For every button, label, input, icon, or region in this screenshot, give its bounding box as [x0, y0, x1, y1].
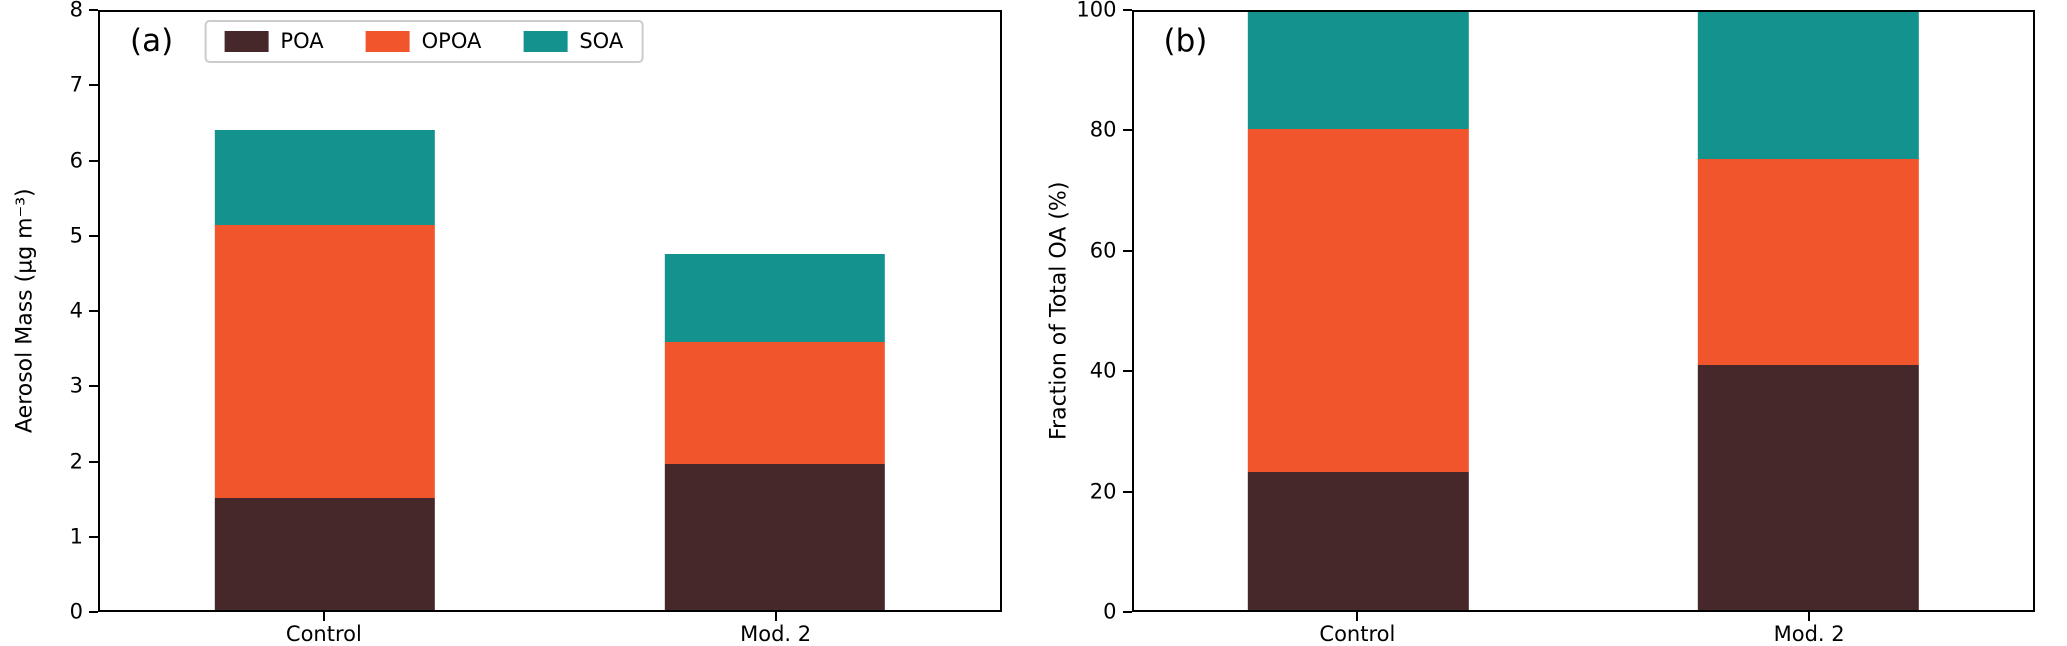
y-tick-mark — [89, 9, 98, 11]
x-tick-label: Mod. 2 — [1773, 622, 1845, 646]
legend-label: SOA — [579, 29, 624, 53]
chart-panel-b: Fraction of Total OA (%) 0 20 40 60 80 100 (b… — [1034, 0, 2067, 646]
y-tick-label: 5 — [69, 223, 83, 248]
bar-control — [214, 12, 436, 610]
y-tick-mark — [1122, 249, 1132, 252]
bar-mod-2 — [1697, 12, 1919, 610]
x-tick-mark — [1356, 612, 1359, 621]
y-tick-mark — [89, 611, 98, 613]
y-tick-mark — [89, 385, 98, 388]
y-axis-label-a: Aerosol Mass (µg m⁻³) — [12, 188, 38, 434]
y-axis-ticks-b: 0 20 40 60 80 100 — [1076, 0, 1132, 622]
legend: POA OPOA SOA — [204, 20, 644, 63]
bar-segment-poa — [1697, 364, 1919, 610]
y-tick-label: 100 — [1076, 0, 1117, 22]
bar-segment-opoa — [214, 225, 436, 498]
y-axis-label-b: Fraction of Total OA (%) — [1046, 181, 1071, 441]
y-tick-mark — [89, 310, 98, 312]
chart-panel-a: Aerosol Mass (µg m⁻³) 0 1 2 3 4 5 6 7 8 (a) POA O… — [12, 0, 1002, 646]
y-tick-mark — [89, 535, 98, 538]
x-tick-label: Control — [1319, 622, 1396, 646]
y-tick-mark — [1122, 129, 1132, 132]
y-tick-mark — [89, 234, 98, 237]
y-tick-label: 8 — [69, 0, 83, 22]
legend-item-soa: SOA — [523, 31, 623, 52]
plot-area-a: (a) POA OPOA SOA — [98, 10, 1002, 612]
bar-mod-2 — [664, 12, 885, 610]
y-tick-label: 4 — [69, 298, 83, 323]
x-tick-label: Mod. 2 — [740, 622, 812, 646]
y-axis-ticks-a: 0 1 2 3 4 5 6 7 8 — [42, 0, 98, 622]
x-tick-mark — [1808, 612, 1811, 621]
legend-swatch-opoa — [365, 31, 410, 52]
y-tick-label: 3 — [69, 373, 83, 398]
x-axis-ticks-b: Control Mod. 2 — [1132, 612, 2036, 646]
legend-item-poa: POA — [224, 29, 324, 53]
x-tick-label: Control — [285, 622, 362, 646]
panel-label-a: (a) — [130, 23, 174, 59]
bar-segment-poa — [664, 464, 885, 610]
y-tick-label: 40 — [1089, 358, 1117, 383]
y-tick-label: 6 — [69, 148, 83, 172]
y-tick-mark — [1122, 490, 1132, 493]
y-tick-mark — [1122, 9, 1132, 11]
bar-segment-soa — [214, 130, 436, 226]
y-tick-mark — [1122, 611, 1132, 613]
bar-segment-opoa — [1248, 128, 1469, 473]
y-tick-label: 80 — [1089, 117, 1117, 142]
bar-control — [1248, 12, 1469, 610]
panel-label-b: (b) — [1163, 23, 1208, 59]
legend-label: OPOA — [421, 29, 482, 53]
y-tick-label: 7 — [69, 72, 83, 97]
y-tick-label: 0 — [69, 599, 83, 624]
legend-swatch-poa — [224, 31, 269, 52]
legend-item-opoa: OPOA — [365, 29, 482, 53]
y-tick-label: 2 — [69, 449, 83, 473]
bar-segment-poa — [1248, 472, 1469, 610]
legend-label: POA — [280, 29, 324, 53]
x-axis-ticks-a: Control Mod. 2 — [98, 612, 1002, 646]
bar-segment-soa — [664, 254, 885, 342]
y-tick-mark — [1122, 370, 1132, 373]
bar-segment-soa — [1697, 12, 1919, 159]
bar-segment-poa — [214, 497, 436, 610]
y-tick-label: 60 — [1089, 238, 1117, 263]
x-tick-mark — [774, 612, 777, 621]
x-tick-mark — [322, 612, 325, 621]
y-tick-mark — [89, 460, 98, 463]
bar-segment-soa — [1248, 12, 1469, 129]
y-tick-mark — [89, 159, 98, 162]
bar-segment-opoa — [664, 341, 885, 465]
legend-swatch-soa — [523, 31, 568, 52]
y-tick-mark — [89, 84, 98, 87]
y-tick-label: 1 — [69, 524, 83, 549]
plot-area-b: (b) — [1131, 10, 2035, 612]
y-tick-label: 0 — [1103, 599, 1117, 624]
y-tick-label: 20 — [1089, 479, 1117, 504]
bar-segment-opoa — [1697, 158, 1919, 365]
